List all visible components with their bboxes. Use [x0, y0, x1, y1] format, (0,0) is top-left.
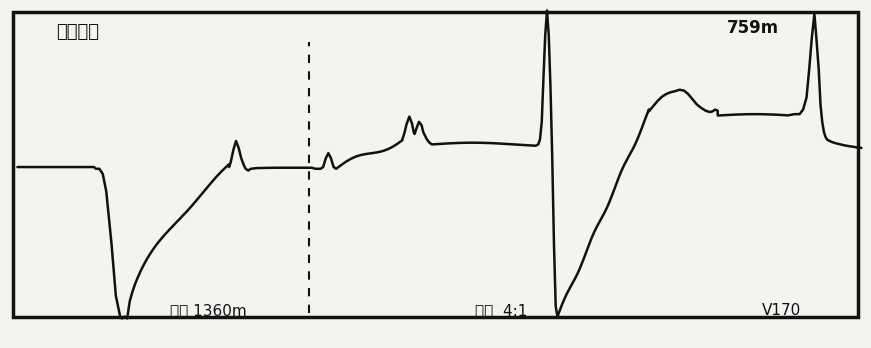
Text: 比例  4:1: 比例 4:1 [475, 303, 527, 318]
Text: 759m: 759m [727, 19, 780, 37]
Text: 范围 1360m: 范围 1360m [170, 303, 246, 318]
Bar [13, 12, 858, 317]
Text: 脉冲电流: 脉冲电流 [57, 23, 99, 41]
Text: V170: V170 [762, 303, 801, 318]
